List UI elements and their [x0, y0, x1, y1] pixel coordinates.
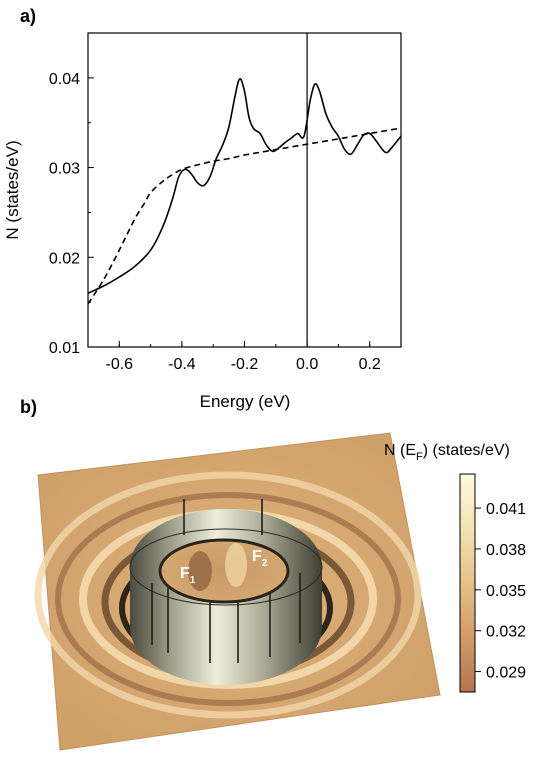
x-tick-label: 0.2 [359, 356, 381, 373]
x-tick-label: -0.2 [231, 356, 259, 373]
x-axis-label: Energy (eV) [200, 392, 291, 411]
y-axis-label: N (states/eV) [3, 140, 22, 239]
corral-floor [158, 538, 290, 604]
colorbar-tick-label: 0.029 [486, 665, 526, 682]
x-tick-label: -0.4 [168, 356, 196, 373]
x-tick-label: -0.6 [106, 356, 134, 373]
y-tick-label: 0.04 [49, 71, 80, 88]
chart-series [87, 77, 402, 305]
y-tick-label: 0.02 [49, 250, 80, 267]
solid-series-line [87, 77, 402, 294]
colorbar-gradient [459, 473, 476, 693]
dashed-series-line [87, 127, 402, 305]
ldos-surface-plot: F1 F2 [34, 432, 441, 751]
colorbar: N (EF) (states/eV) 0.0410.0380.0350.0320… [384, 442, 526, 693]
colorbar-ticks: 0.041 0.038 0.035 0.032 0.029 [475, 501, 526, 682]
focus-label-f2: F2 [252, 548, 268, 569]
plot-frame [87, 32, 402, 348]
y-tick-label: 0.03 [49, 161, 80, 178]
colorbar-tick-label: 0.038 [486, 542, 526, 559]
x-tick-label: 0.0 [296, 356, 318, 373]
panel-a-label: a) [20, 6, 37, 26]
colorbar-tick-label: 0.032 [486, 624, 526, 641]
colorbar-tick-label: 0.035 [486, 583, 526, 600]
y-tick-label: 0.01 [49, 340, 80, 357]
panel-b-label: b) [20, 397, 37, 417]
dos-line-chart: -0.6 -0.4 -0.2 0.0 0.2 0.01 0.02 0.03 0.04 Energ… [3, 32, 402, 411]
chart-ticks: -0.6 -0.4 -0.2 0.0 0.2 0.01 0.02 0.03 0.04 [49, 71, 402, 373]
colorbar-title: N (EF) (states/eV) [384, 442, 510, 463]
focus-label-f1: F1 [180, 565, 196, 586]
chart-axes [87, 32, 402, 348]
colorbar-tick-label: 0.041 [486, 501, 526, 518]
